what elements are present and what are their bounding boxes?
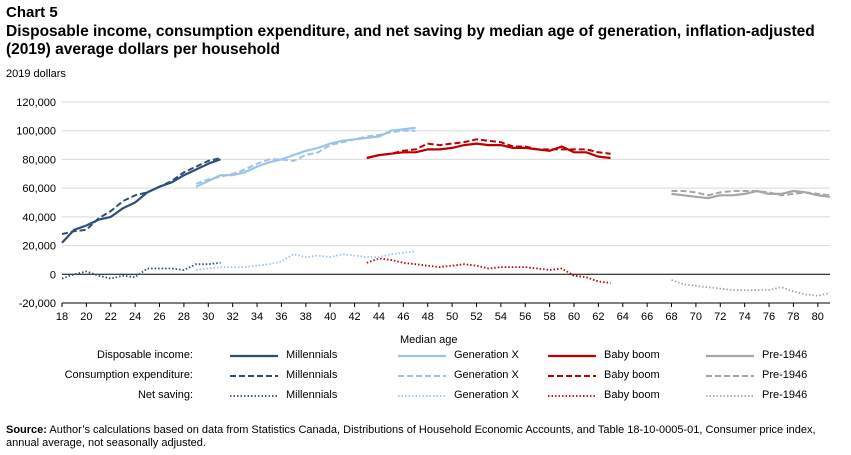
- gridlines: [62, 101, 830, 304]
- legend-item-label: Baby boom: [604, 349, 660, 361]
- x-tick-label: 50: [446, 311, 458, 323]
- x-tick-label: 78: [787, 311, 799, 323]
- legend-item-label: Generation X: [454, 369, 519, 381]
- x-tick-label: 70: [690, 311, 702, 323]
- x-tick-label: 74: [739, 311, 751, 323]
- x-tick-label: 44: [373, 311, 385, 323]
- x-tick-label: 68: [665, 311, 677, 323]
- legend-item-label: Millennials: [286, 369, 338, 381]
- x-tick-label: 32: [227, 311, 239, 323]
- y-tick-label: 100,000: [16, 126, 56, 138]
- x-tick-label: 40: [324, 311, 336, 323]
- chart-title: Disposable income, consumption expenditu…: [6, 23, 815, 58]
- legend-row-label: Disposable income:: [97, 349, 193, 361]
- y-tick-label: 120,000: [16, 97, 56, 109]
- legend-row-label: Net saving:: [137, 389, 193, 401]
- x-tick-label: 18: [56, 311, 68, 323]
- data-series: [61, 126, 831, 297]
- generation-x-net-saving-line: [195, 250, 416, 271]
- source-prefix: Source:: [6, 424, 47, 436]
- legend-item-label: Baby boom: [604, 389, 660, 401]
- x-tick-label: 48: [422, 311, 434, 323]
- x-tick-label: 46: [397, 311, 409, 323]
- x-tick-label: 58: [543, 311, 555, 323]
- y-tick-label: -20,000: [19, 298, 56, 310]
- x-tick-label: 60: [568, 311, 580, 323]
- legend-item-label: Generation X: [454, 389, 519, 401]
- millennials-consumption-expenditure-line: [61, 157, 221, 236]
- y-unit-label: 2019 dollars: [6, 68, 66, 80]
- legend-item-label: Generation X: [454, 349, 519, 361]
- source-text: Author’s calculations based on data from…: [6, 424, 816, 449]
- x-tick-label: 72: [714, 311, 726, 323]
- x-tick-label: 80: [812, 311, 824, 323]
- line-chart: -20,000 0 20,000 40,000 60,000 80,000 100,000 1…: [16, 97, 831, 397]
- x-tick-label: 28: [178, 311, 190, 323]
- x-tick-label: 42: [348, 311, 360, 323]
- x-tick-label: 20: [80, 311, 92, 323]
- x-tick-label: 38: [300, 311, 312, 323]
- legend-item-label: Pre-1946: [762, 369, 808, 381]
- y-tick-label: 40,000: [22, 212, 56, 224]
- pre-1946-disposable-income-line: [671, 189, 831, 200]
- x-axis-label: Median age: [400, 334, 458, 346]
- y-tick-label: 60,000: [22, 183, 56, 195]
- legend-item-label: Millennials: [286, 349, 338, 361]
- y-tick-label: 80,000: [22, 154, 56, 166]
- x-tick-label: 76: [763, 311, 775, 323]
- x-tick-label: 26: [153, 311, 165, 323]
- x-axis-ticks: 18 20 22 24 26 28 30 32 34 36 38 40 42 44 46 48 50 52 54 56…: [56, 302, 830, 323]
- source-note: Source: Author’s calculations based on d…: [6, 424, 846, 450]
- generation-x-consumption-expenditure-line: [195, 129, 416, 185]
- x-tick-label: 62: [592, 311, 604, 323]
- y-tick-label: 20,000: [22, 241, 56, 253]
- legend-item-label: Pre-1946: [762, 389, 808, 401]
- x-tick-label: 64: [617, 311, 629, 323]
- x-tick-label: 66: [641, 311, 653, 323]
- legend-item-label: Pre-1946: [762, 349, 808, 361]
- legend-item-label: Millennials: [286, 389, 338, 401]
- baby-boom-consumption-expenditure-line: [366, 138, 611, 159]
- baby-boom-net-saving-line: [366, 257, 611, 284]
- chart-number: Chart 5: [6, 4, 58, 21]
- legend-swatches: [230, 354, 754, 397]
- generation-x-disposable-income-line: [195, 126, 416, 188]
- pre-1946-net-saving-line: [671, 279, 831, 297]
- y-tick-label: 0: [50, 269, 56, 281]
- legend-item-label: Baby boom: [604, 369, 660, 381]
- x-tick-label: 54: [495, 311, 507, 323]
- x-tick-label: 52: [470, 311, 482, 323]
- x-tick-label: 56: [519, 311, 531, 323]
- x-tick-label: 36: [275, 311, 287, 323]
- y-axis-ticks: -20,000 0 20,000 40,000 60,000 80,000 100,000 1…: [16, 97, 56, 310]
- millennials-disposable-income-line: [61, 158, 221, 244]
- x-tick-label: 30: [202, 311, 214, 323]
- legend-row-label: Consumption expenditure:: [64, 369, 193, 381]
- x-tick-label: 34: [251, 311, 263, 323]
- x-tick-label: 24: [129, 311, 141, 323]
- x-tick-label: 22: [105, 311, 117, 323]
